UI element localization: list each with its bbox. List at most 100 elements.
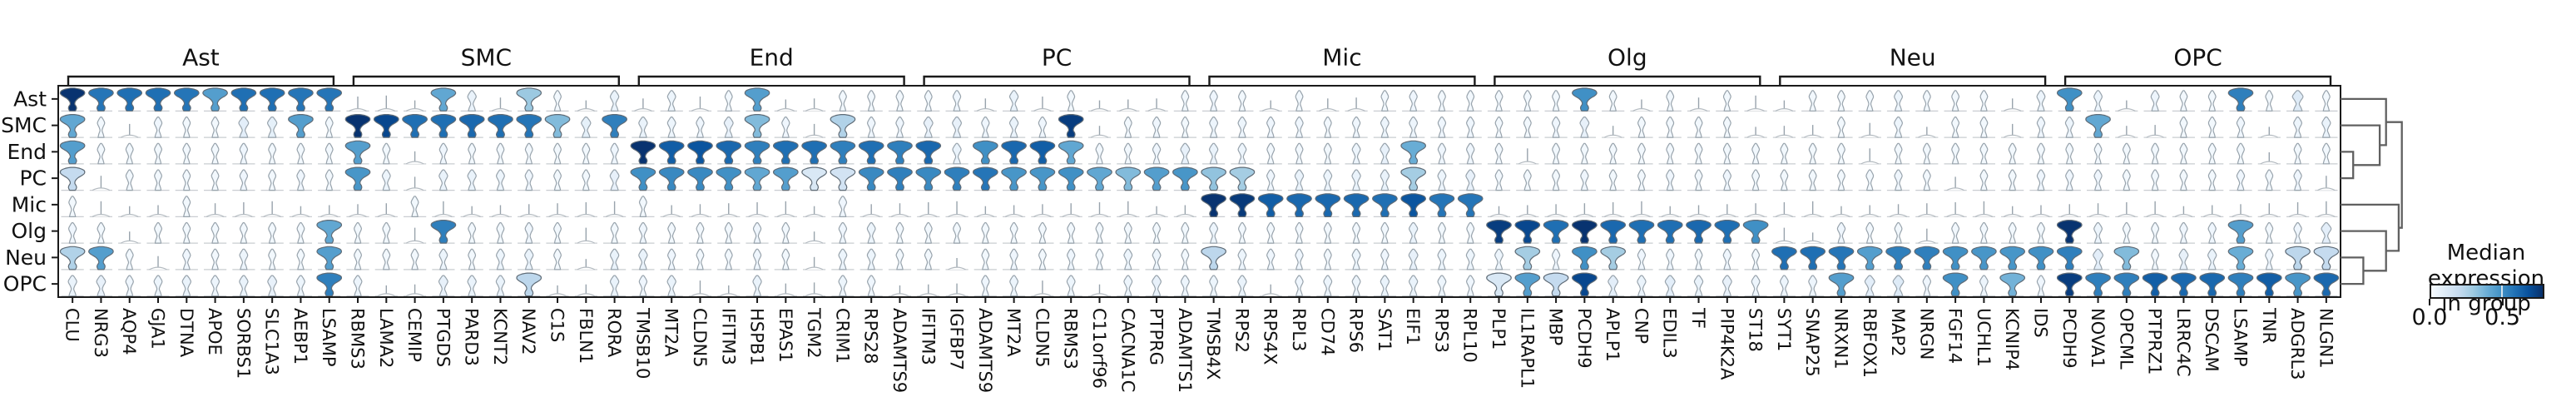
violin-cell [1716,169,1739,191]
violin-cell [1029,140,1056,165]
violin-cell [488,248,513,270]
gene-label: PIP4K2A [1717,308,1736,380]
gene-label: ADAMTS9 [975,308,995,393]
violin-cell [430,114,457,138]
violin-cell [1202,142,1226,165]
gene-label: FGF14 [1945,308,1965,364]
gene-label: CACNA1C [1117,308,1137,392]
violin-cell [2257,222,2281,244]
violin-cell [1801,232,1825,244]
violin-cell [1687,117,1711,138]
violin-cell [2001,206,2024,218]
violin-cell [1402,248,1425,270]
violin-cell [688,204,712,218]
violin-cell [1003,205,1026,218]
gene-label: FBLN1 [576,308,596,364]
violin-cell [1087,100,1112,112]
violin-cell [260,248,284,270]
gene-label: CLDN5 [1032,308,1052,368]
violin-cell [917,117,940,138]
violin-cell [1573,117,1596,138]
violin-cell [404,227,427,244]
violin-cell [404,151,427,165]
violin-cell [260,222,284,244]
violin-cell [630,140,656,165]
violin-cell [1772,169,1796,191]
violin-cell [1658,275,1682,297]
group-label: Ast [182,44,220,72]
violin-cell [1858,169,1881,191]
violin-cell [118,231,141,244]
violin-cell [1944,117,1967,138]
violin-cell [973,98,997,112]
violin-cell [1259,169,1282,191]
violin-cell [1201,246,1226,270]
violin-cell [175,222,198,244]
violin-cell [488,169,513,191]
violin-cell [2087,222,2110,244]
violin-cell [1487,117,1511,138]
violin-cell [2227,246,2254,270]
violin-cell [1430,117,1454,138]
violin-cell [1658,142,1682,165]
violin-cell [402,114,428,138]
colorbar-tick-mark [2501,299,2504,305]
violin-cell [145,87,171,112]
violin-cell [1744,142,1767,165]
violin-cell [1772,227,1796,244]
violin-cell [1544,169,1568,191]
violin-cell [1001,166,1027,191]
violin-cell [1658,248,1682,270]
dendrogram-link [2341,256,2365,285]
violin-cell [432,275,455,297]
violin-cell [774,99,797,112]
violin-cell [289,142,312,165]
violin-cell [1373,142,1396,165]
violin-cell [2029,117,2053,138]
violin-cell [688,97,712,112]
violin-cell [717,203,741,218]
violin-cell [232,202,255,218]
violin-cell [204,275,227,297]
violin-cell [1714,220,1741,244]
violin-cell [660,90,683,112]
violin-cell [1486,220,1512,244]
violin-cell [917,222,940,244]
gene-label: MT2A [661,308,681,357]
violin-cell [316,220,343,244]
violin-cell [1372,193,1398,218]
violin-cell [917,90,940,112]
violin-cell [1716,142,1739,165]
violin-cell [89,201,112,218]
violin-cell [574,284,597,297]
violin-cell [1573,203,1596,218]
violin-cell [518,142,541,165]
violin-cell [460,90,483,112]
violin-cell [288,87,314,112]
violin-cell [1001,140,1027,165]
violin-cell [1287,222,1311,244]
violin-cell [1944,202,1967,218]
violin-cell [1514,220,1541,244]
violin-cell [118,206,141,218]
violin-cell [1514,272,1541,297]
violin-cell [1430,90,1454,112]
group-bracket [1494,75,1761,85]
violin-cell [1630,117,1653,138]
violin-cell [660,248,683,270]
violin-cell [2113,246,2140,270]
gene-label: SNAP25 [1802,308,1822,377]
violin-cell [2143,169,2167,191]
gene-label: LSAMP [2230,308,2250,367]
violin-cell [1402,222,1425,244]
violin-cell [603,169,627,191]
violin-cell [1145,117,1168,138]
violin-cell [2315,142,2338,165]
violin-cell [1915,90,1939,112]
violin-cell [1915,275,1939,297]
violin-cell [603,90,627,112]
violin-cell [346,248,369,270]
violin-cell [630,166,656,191]
